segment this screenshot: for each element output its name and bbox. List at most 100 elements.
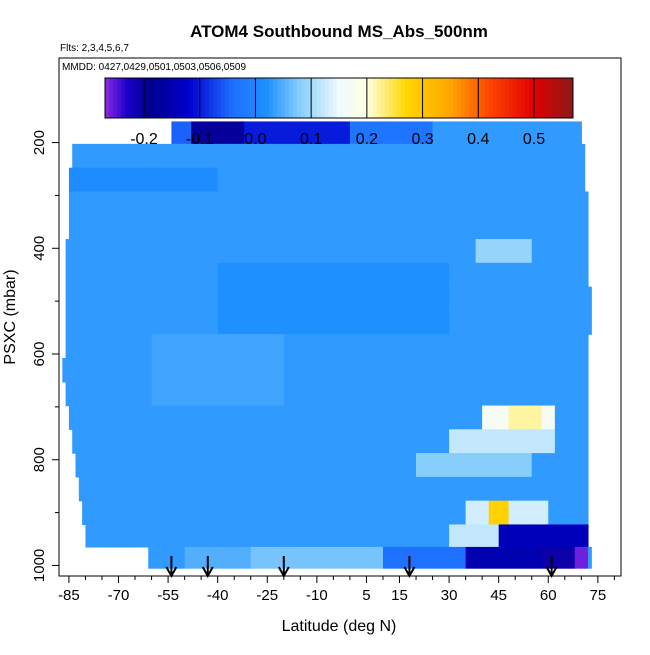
- heat-cell: [535, 524, 539, 548]
- heat-cell: [521, 215, 526, 240]
- heat-cell: [316, 500, 321, 526]
- heat-cell: [465, 429, 470, 454]
- heat-cell: [187, 143, 192, 169]
- heat-cell: [568, 334, 573, 359]
- heat-cell: [174, 381, 179, 407]
- heat-cell: [389, 381, 394, 407]
- heat-cell: [138, 405, 143, 430]
- heat-cell: [88, 143, 93, 169]
- heat-cell: [270, 500, 275, 526]
- heat-cell: [204, 453, 209, 478]
- heat-cell: [316, 143, 321, 169]
- colorbar-segment: [545, 78, 550, 118]
- heat-cell: [135, 357, 139, 383]
- heat-cell: [111, 453, 116, 478]
- heat-cell: [135, 310, 139, 335]
- heat-cell: [131, 310, 136, 335]
- heat-cell: [482, 239, 487, 264]
- heat-cell: [320, 262, 325, 288]
- heat-cell: [472, 334, 477, 359]
- heat-cell: [459, 476, 463, 502]
- heat-cell: [574, 167, 579, 193]
- heat-cell: [244, 453, 249, 478]
- heat-cell: [551, 191, 556, 216]
- heat-cell: [449, 524, 453, 548]
- heat-cell: [525, 405, 530, 430]
- heat-cell: [379, 334, 384, 359]
- heat-cell: [217, 429, 222, 454]
- heat-cell: [95, 357, 100, 383]
- heat-cell: [373, 476, 377, 502]
- heat-cell: [224, 524, 229, 548]
- heat-cell: [211, 286, 215, 311]
- heat-cell: [382, 310, 387, 335]
- heat-cell: [369, 310, 374, 335]
- colorbar-segment: [297, 78, 302, 118]
- heat-cell: [485, 310, 490, 335]
- heat-cell: [78, 429, 83, 454]
- heat-cell: [128, 334, 133, 359]
- heat-cell: [82, 453, 87, 478]
- heat-cell: [515, 215, 520, 240]
- heat-cell: [492, 239, 496, 264]
- heat-cell: [168, 167, 172, 193]
- heat-cell: [376, 334, 381, 359]
- heat-cell: [105, 191, 110, 216]
- heat-cell: [158, 334, 163, 359]
- heat-cell: [101, 310, 106, 335]
- heat-cell: [538, 143, 543, 169]
- heat-cell: [85, 167, 90, 193]
- colorbar-segment: [377, 78, 382, 118]
- heat-cell: [412, 357, 417, 383]
- heat-cell: [217, 476, 222, 502]
- heat-cell: [488, 429, 493, 454]
- heat-cell: [128, 239, 133, 264]
- heat-cell: [584, 546, 589, 569]
- heat-cell: [65, 239, 70, 264]
- heat-cell: [475, 239, 480, 264]
- heat-cell: [455, 524, 460, 548]
- heat-cell: [366, 167, 371, 193]
- heat-cell: [363, 546, 368, 569]
- heat-cell: [326, 143, 331, 169]
- heat-cell: [168, 286, 172, 311]
- heat-cell: [482, 381, 487, 407]
- heat-cell: [389, 286, 394, 311]
- heat-cell: [511, 262, 516, 288]
- heat-cell: [158, 476, 163, 502]
- heat-cell: [492, 405, 496, 430]
- heat-cell: [531, 357, 536, 383]
- heat-cell: [214, 239, 219, 264]
- heat-cell: [515, 143, 520, 169]
- heat-cell: [237, 524, 242, 548]
- heat-cell: [115, 167, 120, 193]
- heat-cell: [535, 262, 539, 288]
- heat-cell: [343, 405, 348, 430]
- heat-cell: [316, 310, 321, 335]
- heat-cell: [95, 191, 100, 216]
- heat-cell: [227, 167, 232, 193]
- heat-cell: [220, 524, 225, 548]
- heat-cell: [406, 524, 411, 548]
- heat-cell: [164, 546, 169, 569]
- heat-cell: [501, 524, 506, 548]
- heat-cell: [535, 121, 539, 145]
- heat-cell: [508, 476, 513, 502]
- heat-cell: [343, 167, 348, 193]
- heat-cell: [131, 405, 136, 430]
- arrow-head: [403, 566, 416, 579]
- heat-cell: [492, 524, 496, 548]
- heat-cell: [118, 381, 123, 407]
- colorbar-segment: [397, 78, 402, 118]
- heat-cell: [587, 546, 592, 569]
- heat-cell: [234, 286, 239, 311]
- heat-cell: [201, 476, 206, 502]
- heat-cell: [541, 429, 546, 454]
- heat-cell: [323, 215, 328, 240]
- heat-cell: [511, 476, 516, 502]
- heat-cell: [392, 215, 397, 240]
- heat-cell: [558, 500, 563, 526]
- x-tick-label: -40: [207, 587, 229, 604]
- heat-cell: [85, 191, 90, 216]
- heat-cell: [78, 381, 83, 407]
